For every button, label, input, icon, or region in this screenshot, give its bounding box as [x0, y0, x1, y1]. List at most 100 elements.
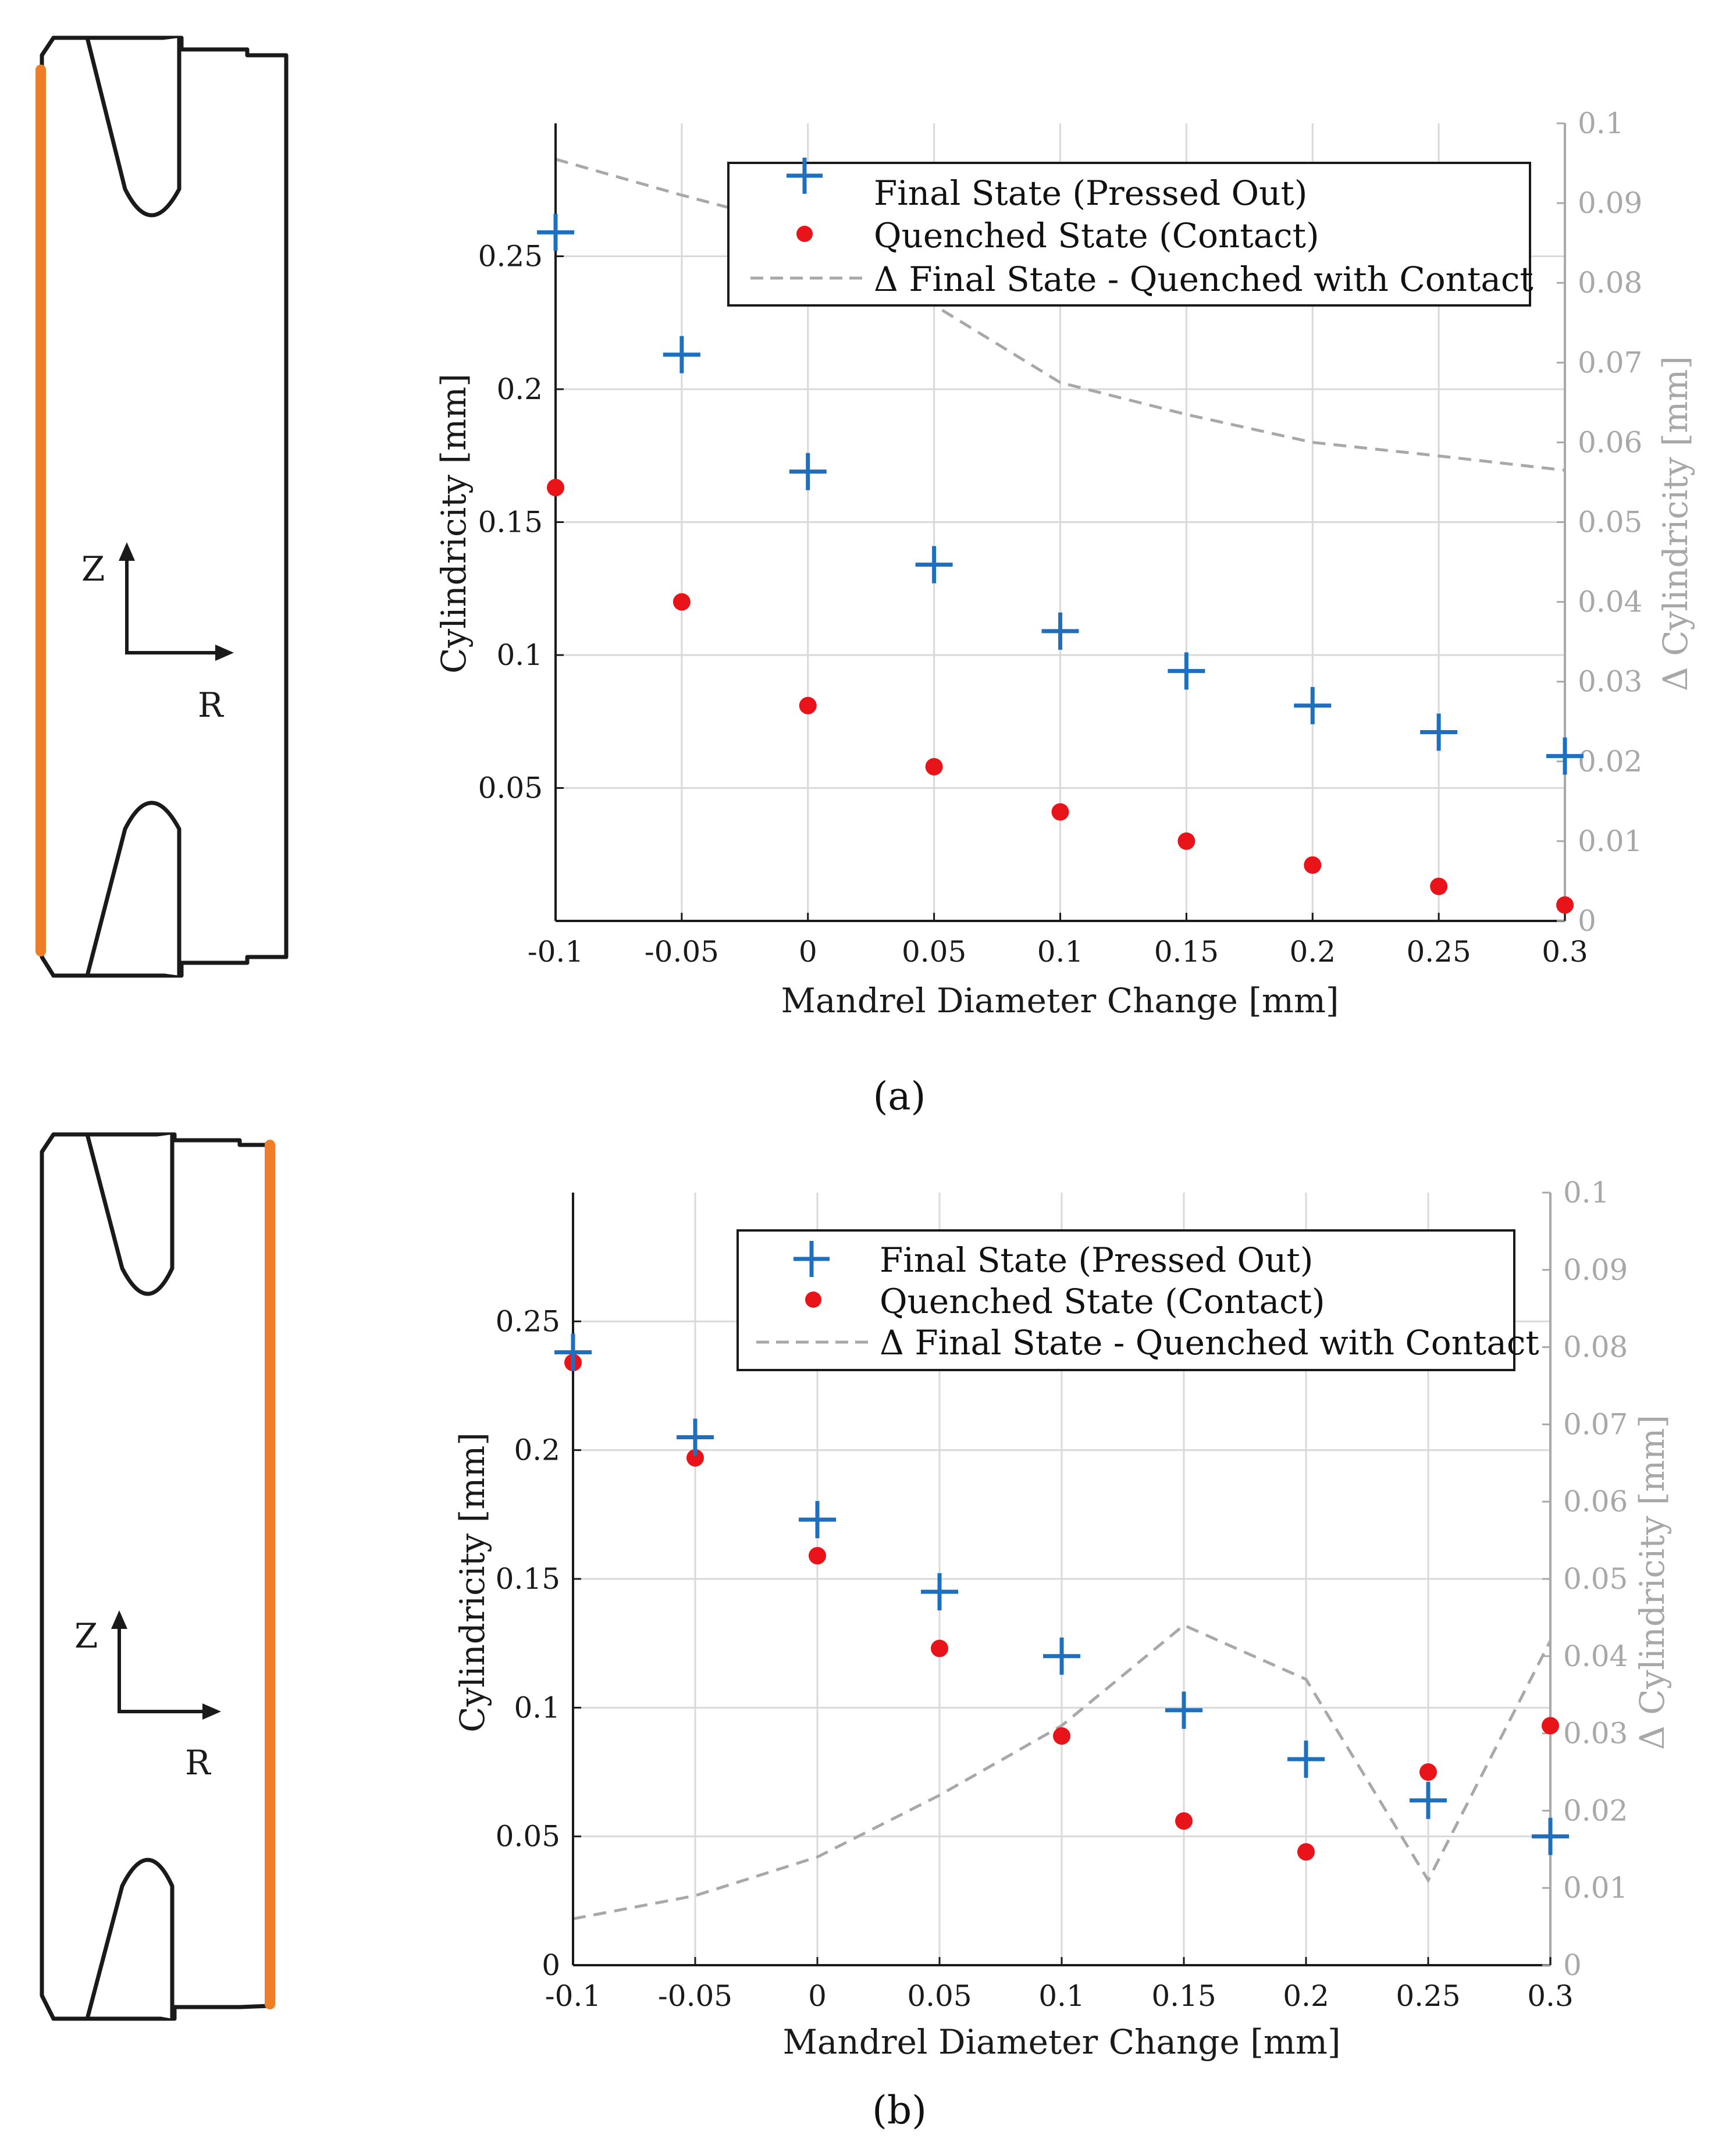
- final-series-a: [537, 214, 1584, 775]
- final-point: [799, 1501, 836, 1539]
- part-groove-bottom-a: [40, 801, 182, 978]
- y2-tick-label: 0.07: [1563, 1407, 1628, 1441]
- x-tick-label: 0.15: [1154, 935, 1219, 969]
- legend-final-label-b: Final State (Pressed Out): [880, 1240, 1313, 1280]
- final-point: [1165, 1691, 1202, 1729]
- final-point: [663, 336, 700, 373]
- x-tick-label: 0.2: [1289, 935, 1336, 969]
- final-point: [915, 546, 953, 584]
- y2-tick-label: 0: [1578, 904, 1596, 938]
- quenched-point: [1304, 856, 1322, 874]
- legend-final-label-a: Final State (Pressed Out): [874, 173, 1307, 213]
- quenched-point: [1430, 877, 1448, 895]
- quenched-point: [809, 1547, 826, 1565]
- final-point: [921, 1573, 958, 1611]
- y-ticks-b: 0 0.05 0.1 0.15 0.2 0.25: [496, 1304, 581, 1982]
- y-axis-title-b: Cylindricity [mm]: [453, 1432, 492, 1732]
- legend-quenched-label-a: Quenched State (Contact): [874, 216, 1319, 255]
- quenched-point: [1175, 1812, 1193, 1830]
- quenched-point: [1419, 1763, 1437, 1781]
- x-axis-title-a: Mandrel Diameter Change [mm]: [781, 981, 1339, 1020]
- y2-tick-label: 0: [1563, 1948, 1582, 1982]
- y2-tick-label: 0.1: [1563, 1176, 1610, 1209]
- legend-quenched-label-b: Quenched State (Contact): [880, 1282, 1325, 1321]
- y2-axis-title-b: Δ Cylindricity [mm]: [1632, 1415, 1672, 1750]
- delta-series-b: [572, 1623, 1552, 1920]
- coordinate-axes-b: Z R: [74, 1610, 221, 1783]
- final-point: [1041, 612, 1079, 650]
- x-tick-label: 0.15: [1151, 1979, 1216, 2013]
- part-groove-top-a: [40, 35, 182, 218]
- x-tick-label: 0.05: [907, 1979, 972, 2013]
- y2-tick-label: 0.04: [1563, 1639, 1628, 1673]
- final-point: [1532, 1817, 1569, 1855]
- coordinate-axes-a: Z R: [81, 542, 234, 725]
- x-tick-label: 0.1: [1038, 1979, 1085, 2013]
- quenched-point: [931, 1639, 948, 1657]
- final-point: [1294, 686, 1332, 724]
- x-tick-label: -0.1: [528, 935, 583, 969]
- legend-quenched-marker-icon-a: [796, 226, 813, 242]
- y2-axis-title-a: Δ Cylindricity [mm]: [1656, 356, 1695, 691]
- x-tick-label: 0.1: [1037, 935, 1084, 969]
- x-tick-label: 0.25: [1406, 935, 1471, 969]
- y-tick-label: 0.05: [478, 771, 543, 805]
- y2-tick-label: 0.03: [1578, 665, 1642, 699]
- x-tick-label: 0.3: [1527, 1979, 1574, 2013]
- y2-tick-label: 0.08: [1563, 1330, 1628, 1364]
- y-tick-label: 0.25: [496, 1304, 560, 1338]
- y-tick-label: 0.1: [514, 1691, 560, 1724]
- y-tick-label: 0: [542, 1948, 560, 1982]
- chart-b: 0 0.05 0.1 0.15 0.2 0.25 0 0.01 0.02 0.03 0.04 0.0…: [453, 1176, 1672, 2062]
- x-tick-label: -0.05: [645, 935, 719, 969]
- y2-ticks-a: 0 0.01 0.02 0.03 0.04 0.05 0.06 0.07 0.08 0.09 0.1: [1557, 106, 1642, 938]
- final-point: [1287, 1740, 1325, 1778]
- y2-tick-label: 0.02: [1578, 745, 1642, 778]
- legend-a: Final State (Pressed Out) Quenched State…: [727, 158, 1533, 307]
- part-profile-a: Z R: [35, 35, 289, 978]
- x-ticks-a: -0.1 -0.05 0 0.05 0.1 0.15 0.2 0.25 0.3: [528, 913, 1588, 969]
- final-point: [1546, 737, 1584, 775]
- x-ticks-b: -0.1 -0.05 0 0.05 0.1 0.15 0.2 0.25 0.3: [545, 1957, 1574, 2013]
- legend-delta-label-b: Δ Final State - Quenched with Contact: [880, 1323, 1539, 1362]
- y-tick-label: 0.2: [496, 372, 543, 406]
- quenched-point: [1051, 803, 1069, 821]
- y2-tick-label: 0.03: [1563, 1717, 1628, 1751]
- y-tick-label: 0.15: [478, 506, 543, 539]
- legend-b: Final State (Pressed Out) Quenched State…: [736, 1229, 1539, 1371]
- quenched-point: [1297, 1843, 1315, 1861]
- x-tick-label: 0.25: [1396, 1979, 1460, 2013]
- y-tick-label: 0.2: [514, 1433, 560, 1467]
- z-label-b: Z: [74, 1616, 98, 1656]
- r-arrow-icon-b: [202, 1703, 221, 1720]
- legend-delta-label-a: Δ Final State - Quenched with Contact: [874, 259, 1533, 299]
- y2-tick-label: 0.02: [1563, 1794, 1628, 1827]
- y-tick-label: 0.05: [496, 1820, 560, 1853]
- y2-tick-label: 0.06: [1563, 1485, 1628, 1518]
- x-tick-label: -0.1: [545, 1979, 601, 2013]
- final-point: [789, 453, 827, 490]
- x-tick-label: 0.3: [1542, 935, 1588, 969]
- final-point: [677, 1418, 714, 1456]
- legend-final-marker-icon-b: [794, 1241, 830, 1277]
- x-tick-label: 0: [799, 935, 817, 969]
- final-point: [554, 1333, 592, 1371]
- panel-b: Z R 0 0.05 0.1 0.15 0.2 0.25 0 0.01 0.02 0.03 0.0…: [40, 1132, 1672, 2133]
- caption-a: (a): [873, 1074, 926, 1119]
- quenched-point: [925, 757, 943, 775]
- part-profile-b: Z R: [40, 1132, 275, 2021]
- quenched-point: [547, 479, 564, 497]
- r-label-b: R: [185, 1743, 212, 1783]
- y-tick-label: 0.25: [478, 240, 543, 273]
- x-tick-label: -0.05: [658, 1979, 732, 2013]
- z-arrow-icon-b: [111, 1610, 127, 1629]
- y2-tick-label: 0.09: [1563, 1253, 1628, 1287]
- panel-a: Z R 0.05 0.1 0.15 0.2 0.25 0 0.01 0.02 0.03 0.04…: [35, 35, 1695, 1119]
- delta-line: [572, 1623, 1552, 1920]
- x-tick-label: 0.05: [902, 935, 966, 969]
- quenched-point: [1556, 896, 1574, 914]
- legend-final-marker-icon-a: [787, 158, 823, 194]
- delta-line: [555, 158, 1565, 472]
- quenched-point: [686, 1449, 704, 1467]
- quenched-series-a: [547, 479, 1574, 914]
